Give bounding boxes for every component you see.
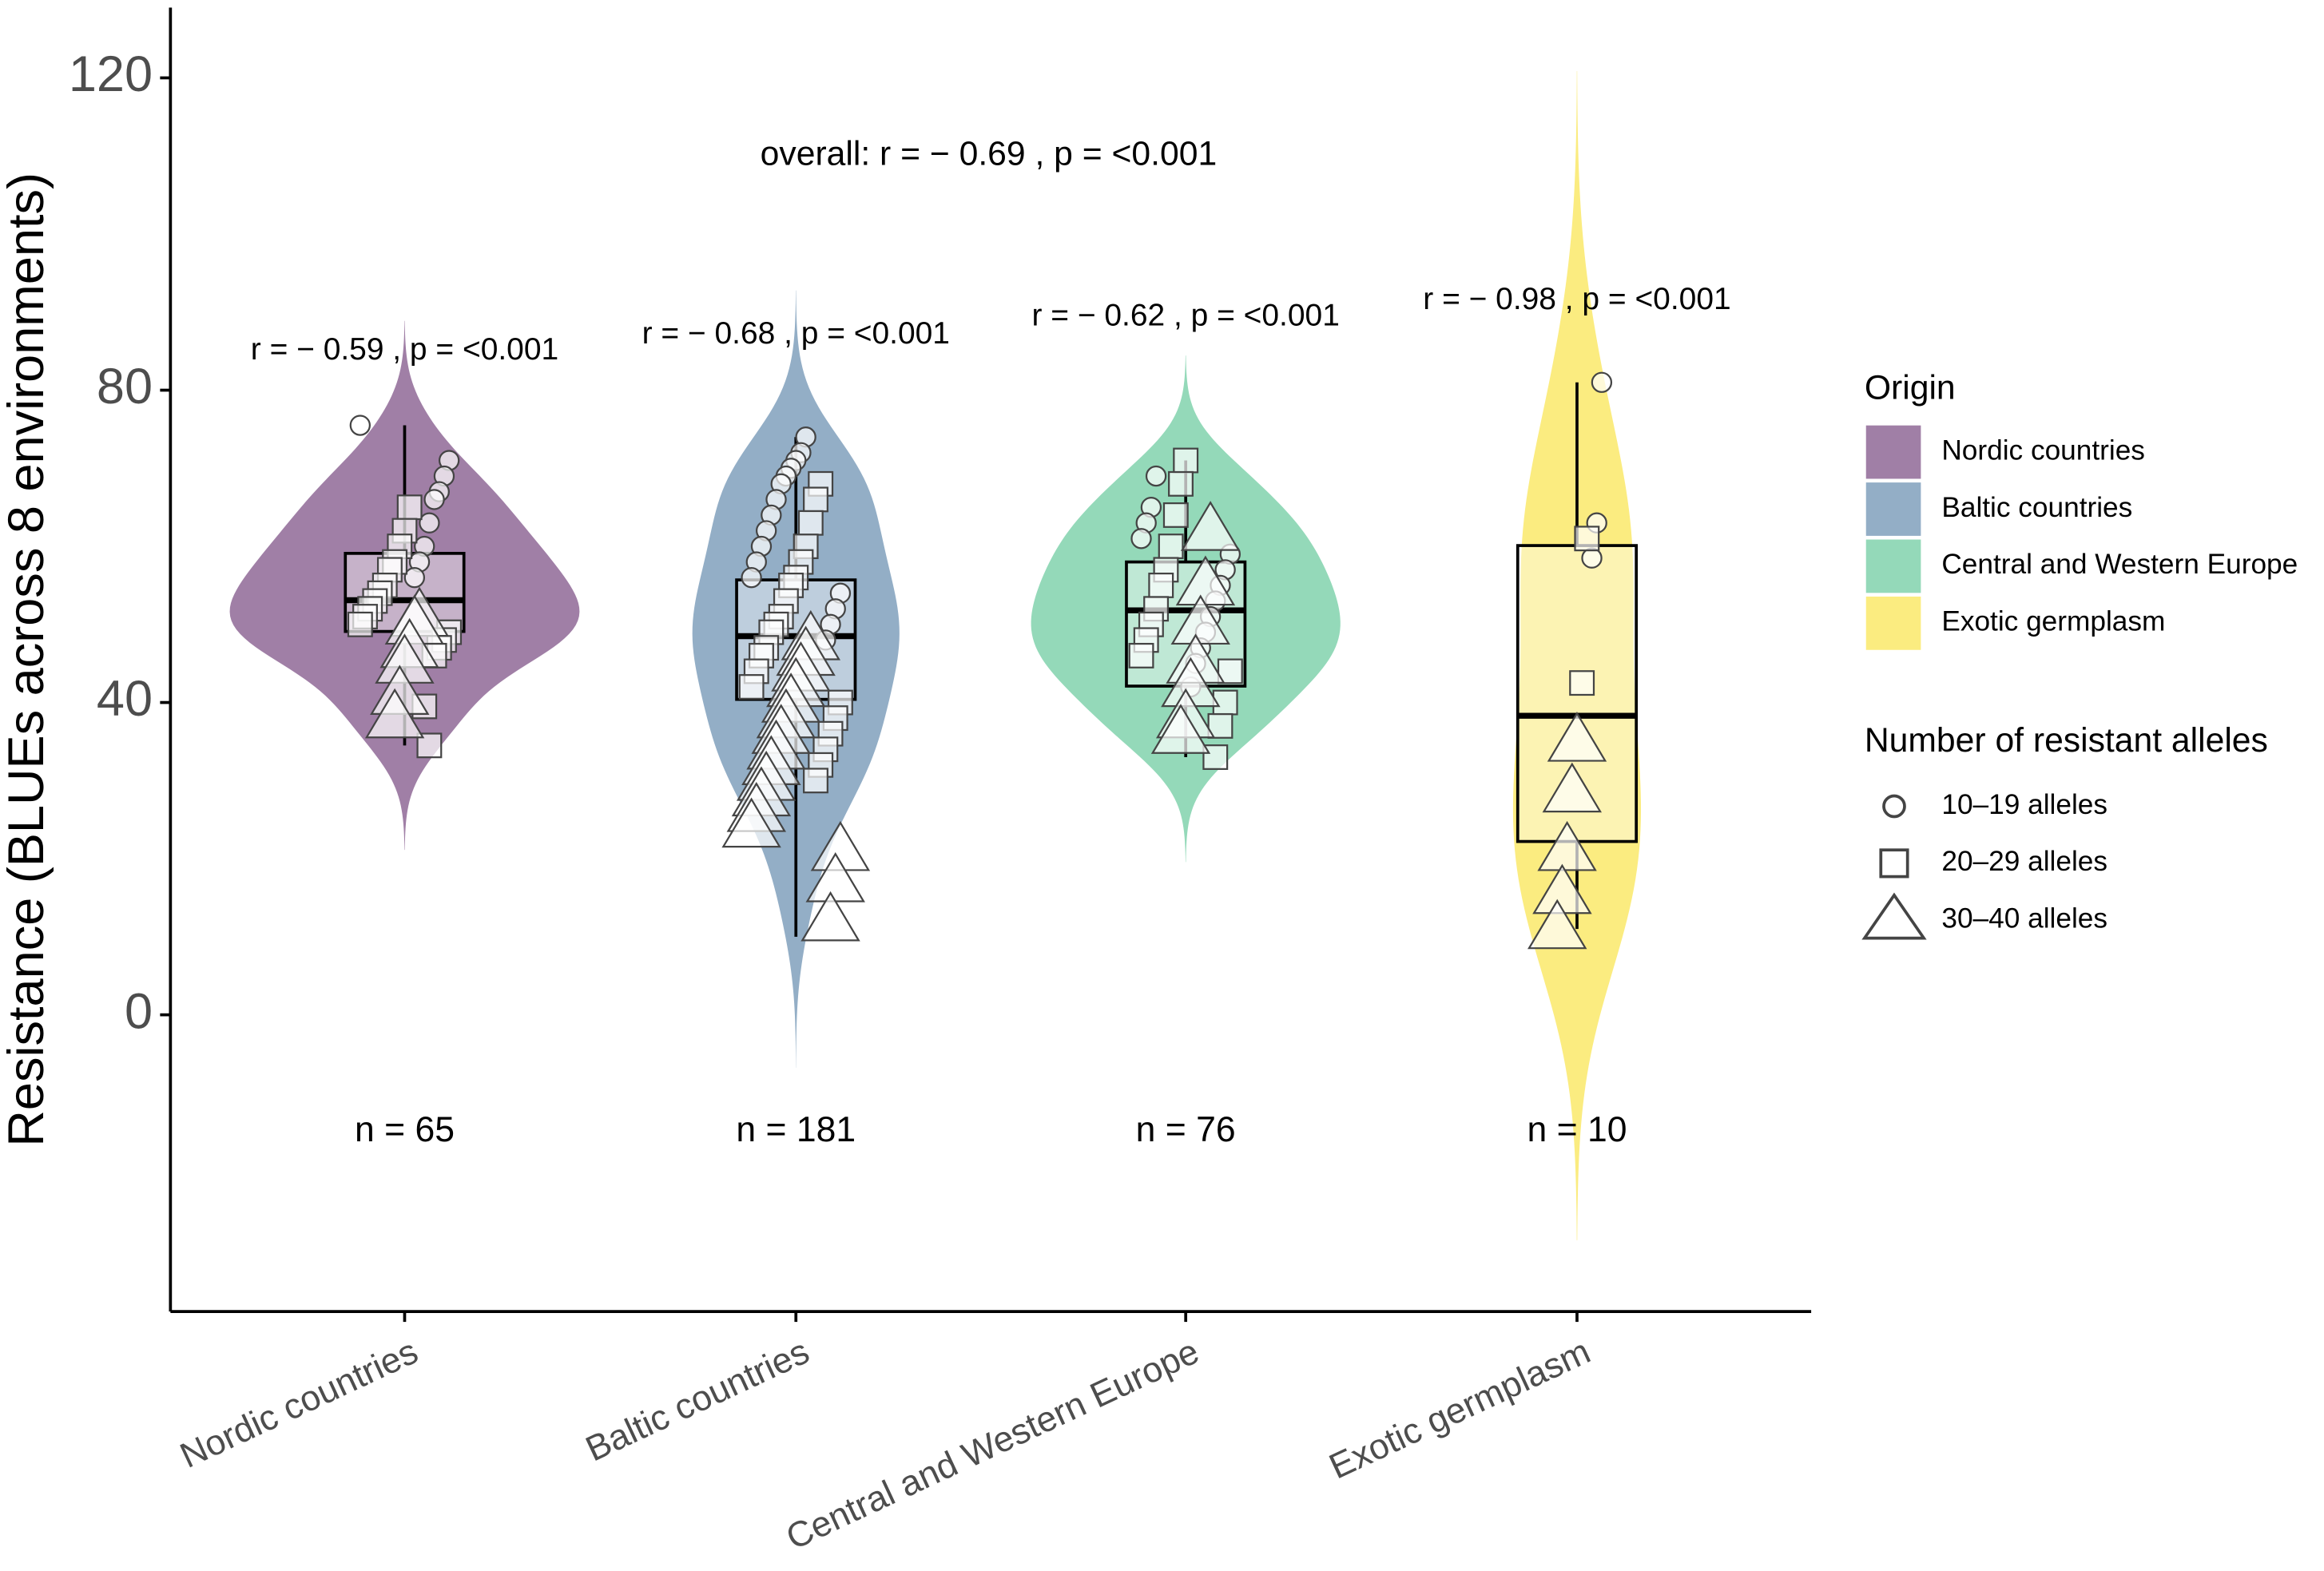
legend-symbol (1879, 848, 1909, 879)
point (1574, 526, 1600, 552)
point (1128, 642, 1154, 668)
x-tick-label: Baltic countries (580, 1332, 815, 1470)
point (423, 489, 445, 510)
y-tick-label: 80 (97, 359, 153, 415)
group-annotation: r = − 0.98 , p = <0.001 (1423, 282, 1730, 316)
point (1130, 528, 1152, 549)
point (1547, 712, 1607, 762)
point (396, 494, 423, 521)
point (1180, 501, 1241, 551)
point (1527, 899, 1587, 950)
y-tick-label: 0 (125, 983, 153, 1039)
point (721, 797, 781, 848)
x-tick-label: Nordic countries (174, 1332, 423, 1476)
point (1158, 534, 1184, 560)
legend-title: Number of resistant alleles (1865, 721, 2268, 760)
legend-swatch (1865, 539, 1921, 593)
point (1542, 762, 1602, 813)
point (403, 566, 426, 589)
n-label: n = 65 (355, 1110, 455, 1149)
group-annotation: r = − 0.59 , p = <0.001 (251, 332, 558, 367)
legend-symbol (1861, 892, 1927, 940)
point (1581, 547, 1603, 569)
n-label: n = 181 (736, 1110, 856, 1149)
point (1168, 470, 1194, 497)
point (800, 891, 860, 942)
point (1145, 465, 1167, 487)
point (738, 674, 765, 700)
violin (229, 320, 580, 851)
point (1162, 502, 1189, 528)
legend-label: 20–29 alleles (1941, 846, 2107, 877)
y-tick-label: 40 (97, 671, 153, 727)
group-annotation: r = − 0.62 , p = <0.001 (1032, 299, 1340, 333)
x-tick-label: Exotic germplasm (1324, 1332, 1596, 1487)
point (803, 768, 828, 794)
legend-label: Central and Western Europe (1941, 549, 2298, 580)
legend-symbol (1882, 794, 1906, 819)
legend-title: Origin (1865, 368, 1956, 407)
x-tick-label: Central and Western Europe (781, 1332, 1205, 1557)
group-annotation: r = − 0.68 , p = <0.001 (642, 316, 950, 351)
y-tick-label: 120 (69, 46, 153, 102)
point (1150, 704, 1211, 754)
legend-swatch (1865, 482, 1921, 536)
legend-swatch (1865, 425, 1921, 479)
legend-label: Exotic germplasm (1941, 606, 2165, 637)
point (741, 566, 762, 589)
point (1569, 670, 1595, 696)
point (347, 611, 373, 637)
point (797, 510, 824, 536)
point (803, 486, 828, 513)
point (1591, 371, 1613, 393)
legend-label: Baltic countries (1941, 492, 2132, 523)
point (419, 512, 440, 534)
n-label: n = 10 (1527, 1110, 1627, 1149)
point (1148, 572, 1174, 598)
point (364, 688, 425, 739)
point (1537, 820, 1597, 871)
legend-swatch (1865, 596, 1921, 650)
overall-annotation: overall: r = − 0.69 , p = <0.001 (761, 134, 1218, 173)
point (1173, 447, 1199, 474)
point (349, 415, 371, 436)
n-label: n = 76 (1136, 1110, 1236, 1149)
y-axis-label: Resistance (BLUEs across 8 environments) (0, 173, 54, 1147)
legend-label: Nordic countries (1941, 434, 2145, 466)
legend-label: 10–19 alleles (1941, 789, 2107, 820)
legend-label: 30–40 alleles (1941, 903, 2107, 934)
